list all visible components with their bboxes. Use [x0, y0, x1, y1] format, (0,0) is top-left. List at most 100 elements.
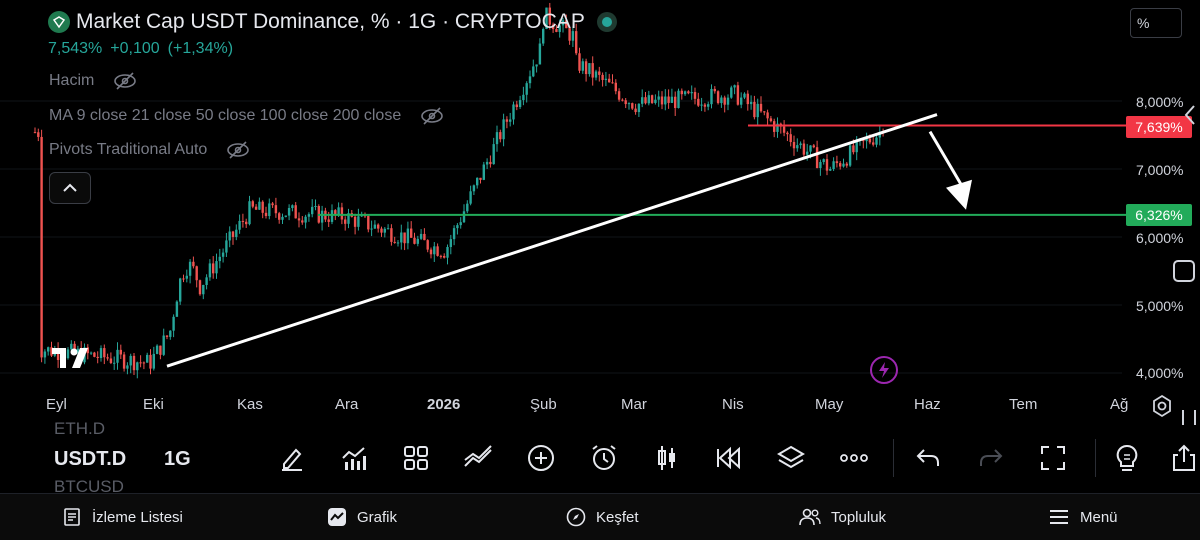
candle-body	[380, 228, 383, 233]
candle-body	[865, 138, 868, 142]
nav-community[interactable]: Topluluk	[799, 507, 886, 527]
candle-body	[109, 358, 113, 363]
candle-body	[56, 349, 60, 361]
chart-type-button[interactable]	[651, 442, 683, 474]
candle-body	[720, 97, 723, 104]
candle-body	[258, 201, 261, 210]
candle-body	[617, 91, 621, 100]
indicators-button[interactable]	[338, 442, 370, 474]
candle-body	[462, 211, 466, 223]
add-button[interactable]	[525, 442, 557, 474]
candle-body	[215, 261, 218, 274]
symbol-next[interactable]: BTCUSD	[54, 477, 124, 496]
candle-body	[212, 263, 215, 274]
candle-body	[872, 142, 875, 145]
price-chart[interactable]	[0, 0, 1200, 425]
candle-body	[479, 177, 482, 180]
candle-body	[680, 90, 683, 95]
nav-menu[interactable]: Menü	[1048, 507, 1118, 527]
candle-body	[492, 144, 495, 165]
candle-body	[146, 354, 149, 363]
candle-body	[238, 220, 241, 230]
projection-arrow-head	[946, 179, 972, 210]
symbol-logo-icon	[48, 11, 70, 33]
candle-body	[802, 143, 806, 155]
candle-body	[829, 169, 832, 171]
market-status-icon[interactable]	[596, 12, 617, 32]
candle-body	[601, 74, 604, 80]
candle-body	[281, 216, 284, 220]
ideas-button[interactable]	[1111, 442, 1143, 474]
candle-body	[568, 28, 571, 41]
candle-body	[657, 96, 660, 100]
replay-button[interactable]	[713, 442, 745, 474]
candle-body	[152, 353, 155, 369]
x-axis-label: Eyl	[46, 396, 67, 413]
more-button[interactable]	[838, 442, 870, 474]
redo-button[interactable]	[975, 442, 1007, 474]
nav-explore-label: Keşfet	[596, 508, 639, 526]
symbol-selector[interactable]: USDT.D	[54, 448, 127, 470]
candle-body	[139, 362, 142, 364]
candle-body	[485, 161, 489, 165]
collapse-legend-button[interactable]	[49, 172, 91, 204]
trendline	[166, 113, 938, 368]
candle-body	[855, 139, 858, 153]
support-price-tag[interactable]: 6,326%	[1126, 204, 1192, 226]
candle-body	[264, 212, 268, 217]
candle-body	[697, 98, 700, 106]
layout-button[interactable]	[400, 442, 432, 474]
candle-body	[644, 97, 647, 104]
candle-body	[469, 191, 472, 204]
candle-body	[832, 161, 835, 170]
layers-button[interactable]	[775, 442, 807, 474]
timeframe-selector[interactable]: 1G	[164, 448, 191, 470]
indicator-volume-label: Hacim	[49, 72, 95, 89]
candle-body	[37, 132, 40, 137]
candle-body	[393, 241, 396, 243]
unit-selector[interactable]: %	[1130, 8, 1182, 38]
chart-area[interactable]: Market Cap USDT Dominance, % · 1G · CRYP…	[0, 0, 1200, 432]
indicator-volume[interactable]: Hacim	[49, 71, 138, 91]
alert-button[interactable]	[588, 442, 620, 474]
candle-body	[456, 225, 459, 229]
candle-body	[664, 96, 667, 105]
nav-explore[interactable]: Keşfet	[566, 507, 639, 527]
candle-body	[136, 362, 139, 371]
fullscreen-button[interactable]	[1037, 442, 1069, 474]
checkbox-icon[interactable]	[1171, 258, 1197, 284]
flash-icon[interactable]	[870, 356, 898, 384]
nav-chart[interactable]: Grafik	[327, 507, 397, 527]
undo-button[interactable]	[912, 442, 944, 474]
candle-body	[753, 101, 756, 118]
candle-body	[370, 228, 373, 230]
last-price: 7,543%	[48, 40, 103, 57]
compare-button[interactable]	[463, 442, 495, 474]
y-axis-label: 8,000%	[1136, 94, 1184, 110]
candle-body	[449, 239, 452, 247]
candle-body	[835, 161, 839, 164]
symbol-prev[interactable]: ETH.D	[54, 419, 105, 438]
gear-icon[interactable]	[1150, 394, 1174, 418]
candle-body	[792, 142, 796, 149]
eye-off-icon[interactable]	[225, 140, 251, 160]
candles	[33, 2, 885, 379]
indicator-ma[interactable]: MA 9 close 21 close 50 close 100 close 2…	[49, 106, 445, 126]
chevron-left-icon[interactable]	[1180, 102, 1200, 128]
eye-off-icon[interactable]	[112, 71, 138, 91]
share-button[interactable]	[1168, 442, 1200, 474]
resistance-price-tag[interactable]: 7,639%	[1126, 116, 1192, 138]
candle-body	[155, 345, 159, 354]
nav-chart-label: Grafik	[357, 508, 398, 526]
indicator-pivots[interactable]: Pivots Traditional Auto	[49, 140, 251, 160]
x-axis-label: Tem	[1009, 396, 1038, 413]
candle-body	[225, 240, 228, 253]
nav-watchlist[interactable]: İzleme Listesi	[62, 507, 183, 527]
candle-body	[756, 103, 759, 118]
candle-body	[614, 82, 617, 92]
eye-off-icon[interactable]	[419, 106, 445, 126]
draw-tool-button[interactable]	[276, 442, 308, 474]
candle-body	[452, 228, 456, 240]
chart-title[interactable]: Market Cap USDT Dominance, % · 1G · CRYP…	[76, 10, 585, 33]
tradingview-logo	[52, 348, 88, 368]
